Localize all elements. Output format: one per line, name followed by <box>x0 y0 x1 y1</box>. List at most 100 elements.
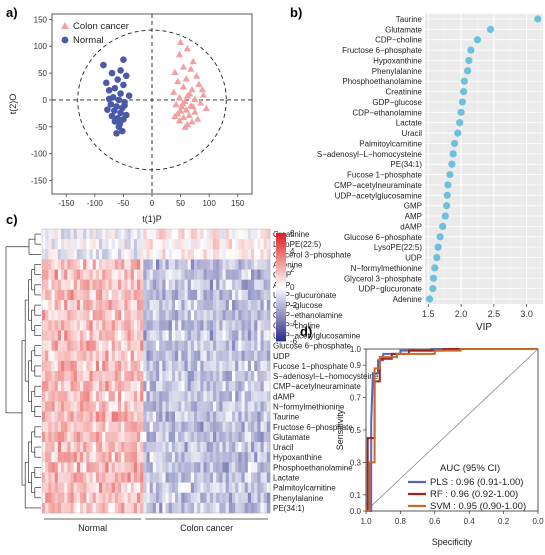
heatmap-cell <box>130 320 135 331</box>
heatmap-cell <box>146 269 150 281</box>
heatmap-cell <box>235 452 239 463</box>
heatmap-cell <box>222 411 226 423</box>
heatmap-cell <box>42 492 46 504</box>
heatmap-cell <box>42 401 46 412</box>
heatmap-cell <box>130 229 135 240</box>
heatmap-cell <box>124 249 128 260</box>
scores-x-tick-label: -100 <box>87 199 104 208</box>
colorbar-segment <box>276 288 286 291</box>
heatmap-cell <box>137 279 141 291</box>
heatmap-cell <box>137 320 141 331</box>
heatmap-cell <box>200 462 204 473</box>
heatmap-cell <box>203 431 207 443</box>
heatmap-cell <box>143 249 147 260</box>
heatmap-cell <box>73 340 78 352</box>
point-normal <box>113 129 120 137</box>
heatmap-cell <box>51 300 55 311</box>
heatmap-cell <box>105 300 109 311</box>
heatmap-cell <box>187 502 192 514</box>
heatmap-cell <box>48 462 52 473</box>
heatmap-cell <box>216 350 220 362</box>
heatmap-cell <box>86 350 90 362</box>
heatmap-cell <box>232 300 236 311</box>
heatmap-cell <box>213 421 217 433</box>
heatmap-cell <box>225 229 230 240</box>
heatmap-cell <box>209 502 214 514</box>
heatmap-cell <box>203 320 207 331</box>
heatmap-cell <box>232 249 236 260</box>
heatmap-cell <box>228 239 233 250</box>
heatmap-cell <box>80 259 84 270</box>
heatmap-cell <box>175 371 179 382</box>
heatmap-cell <box>130 462 135 473</box>
heatmap-row-label-cmp-acetylneuraminate: CMP−acetylneuraminate <box>273 382 361 391</box>
heatmap-cell <box>162 229 166 240</box>
heatmap-cell <box>152 452 157 463</box>
heatmap-cell <box>124 442 128 453</box>
heatmap-cell <box>149 492 154 504</box>
vip-label-n-formylmethionine: N−formylmethionine <box>351 264 423 273</box>
heatmap-cell <box>181 300 185 311</box>
heatmap-cell <box>260 310 264 321</box>
heatmap-cell <box>247 371 252 382</box>
heatmap-cell <box>251 462 255 473</box>
heatmap-cell <box>241 229 245 240</box>
heatmap-cell <box>238 391 242 402</box>
heatmap-cell <box>232 492 236 504</box>
heatmap-cell <box>130 330 135 341</box>
heatmap-cell <box>121 421 125 433</box>
heatmap-cell <box>260 421 264 433</box>
heatmap-cell <box>222 279 226 291</box>
heatmap-cell <box>143 371 147 382</box>
heatmap-cell <box>146 401 150 412</box>
heatmap-cell <box>51 502 55 514</box>
heatmap-cell <box>54 279 59 291</box>
heatmap-cell <box>137 502 141 514</box>
heatmap-cell <box>146 492 150 504</box>
heatmap-cell <box>54 391 59 402</box>
vip-label-taurine: Taurine <box>396 15 423 24</box>
heatmap-cell <box>92 462 97 473</box>
heatmap-cell <box>232 320 236 331</box>
heatmap-cell <box>57 442 62 453</box>
heatmap-cell <box>64 360 68 372</box>
heatmap-cell <box>61 310 65 321</box>
heatmap-cell <box>260 289 264 301</box>
heatmap-cell <box>219 391 223 402</box>
heatmap-cell <box>54 442 59 453</box>
heatmap-cell <box>105 421 109 433</box>
heatmap-cell <box>266 391 271 402</box>
heatmap-cell <box>130 249 135 260</box>
heatmap-cell <box>247 401 252 412</box>
heatmap-cell <box>216 310 220 321</box>
heatmap-cell <box>99 229 103 240</box>
heatmap-cell <box>67 371 71 382</box>
heatmap-cell <box>197 391 201 402</box>
heatmap-cell <box>219 482 223 494</box>
heatmap-cell <box>83 300 87 311</box>
heatmap-cell <box>99 360 103 372</box>
heatmap-cell <box>209 431 214 443</box>
heatmap-cell <box>187 462 192 473</box>
vip-point-gmp <box>443 202 451 210</box>
heatmap-row-label-palmitoylcarnitine: Palmitoylcarnitine <box>273 484 336 493</box>
heatmap-cell <box>54 462 59 473</box>
heatmap-cell <box>165 462 169 473</box>
heatmap-cell <box>118 502 122 514</box>
heatmap-cell <box>80 442 84 453</box>
heatmap-cell <box>108 452 112 463</box>
heatmap-cell <box>89 431 93 443</box>
heatmap-cell <box>127 391 131 402</box>
heatmap-cell <box>89 350 93 362</box>
heatmap-cell <box>92 259 97 270</box>
heatmap-cell <box>118 421 122 433</box>
heatmap-row-label-lysope-22-5: LysoPE(22:5) <box>273 240 322 249</box>
heatmap-cell <box>194 502 198 514</box>
heatmap-cell <box>251 310 255 321</box>
heatmap-cell <box>228 442 233 453</box>
heatmap-cell <box>219 279 223 291</box>
heatmap-cell <box>95 492 100 504</box>
heatmap-cell <box>152 310 157 321</box>
heatmap-cell <box>225 401 230 412</box>
heatmap-cell <box>140 289 144 301</box>
